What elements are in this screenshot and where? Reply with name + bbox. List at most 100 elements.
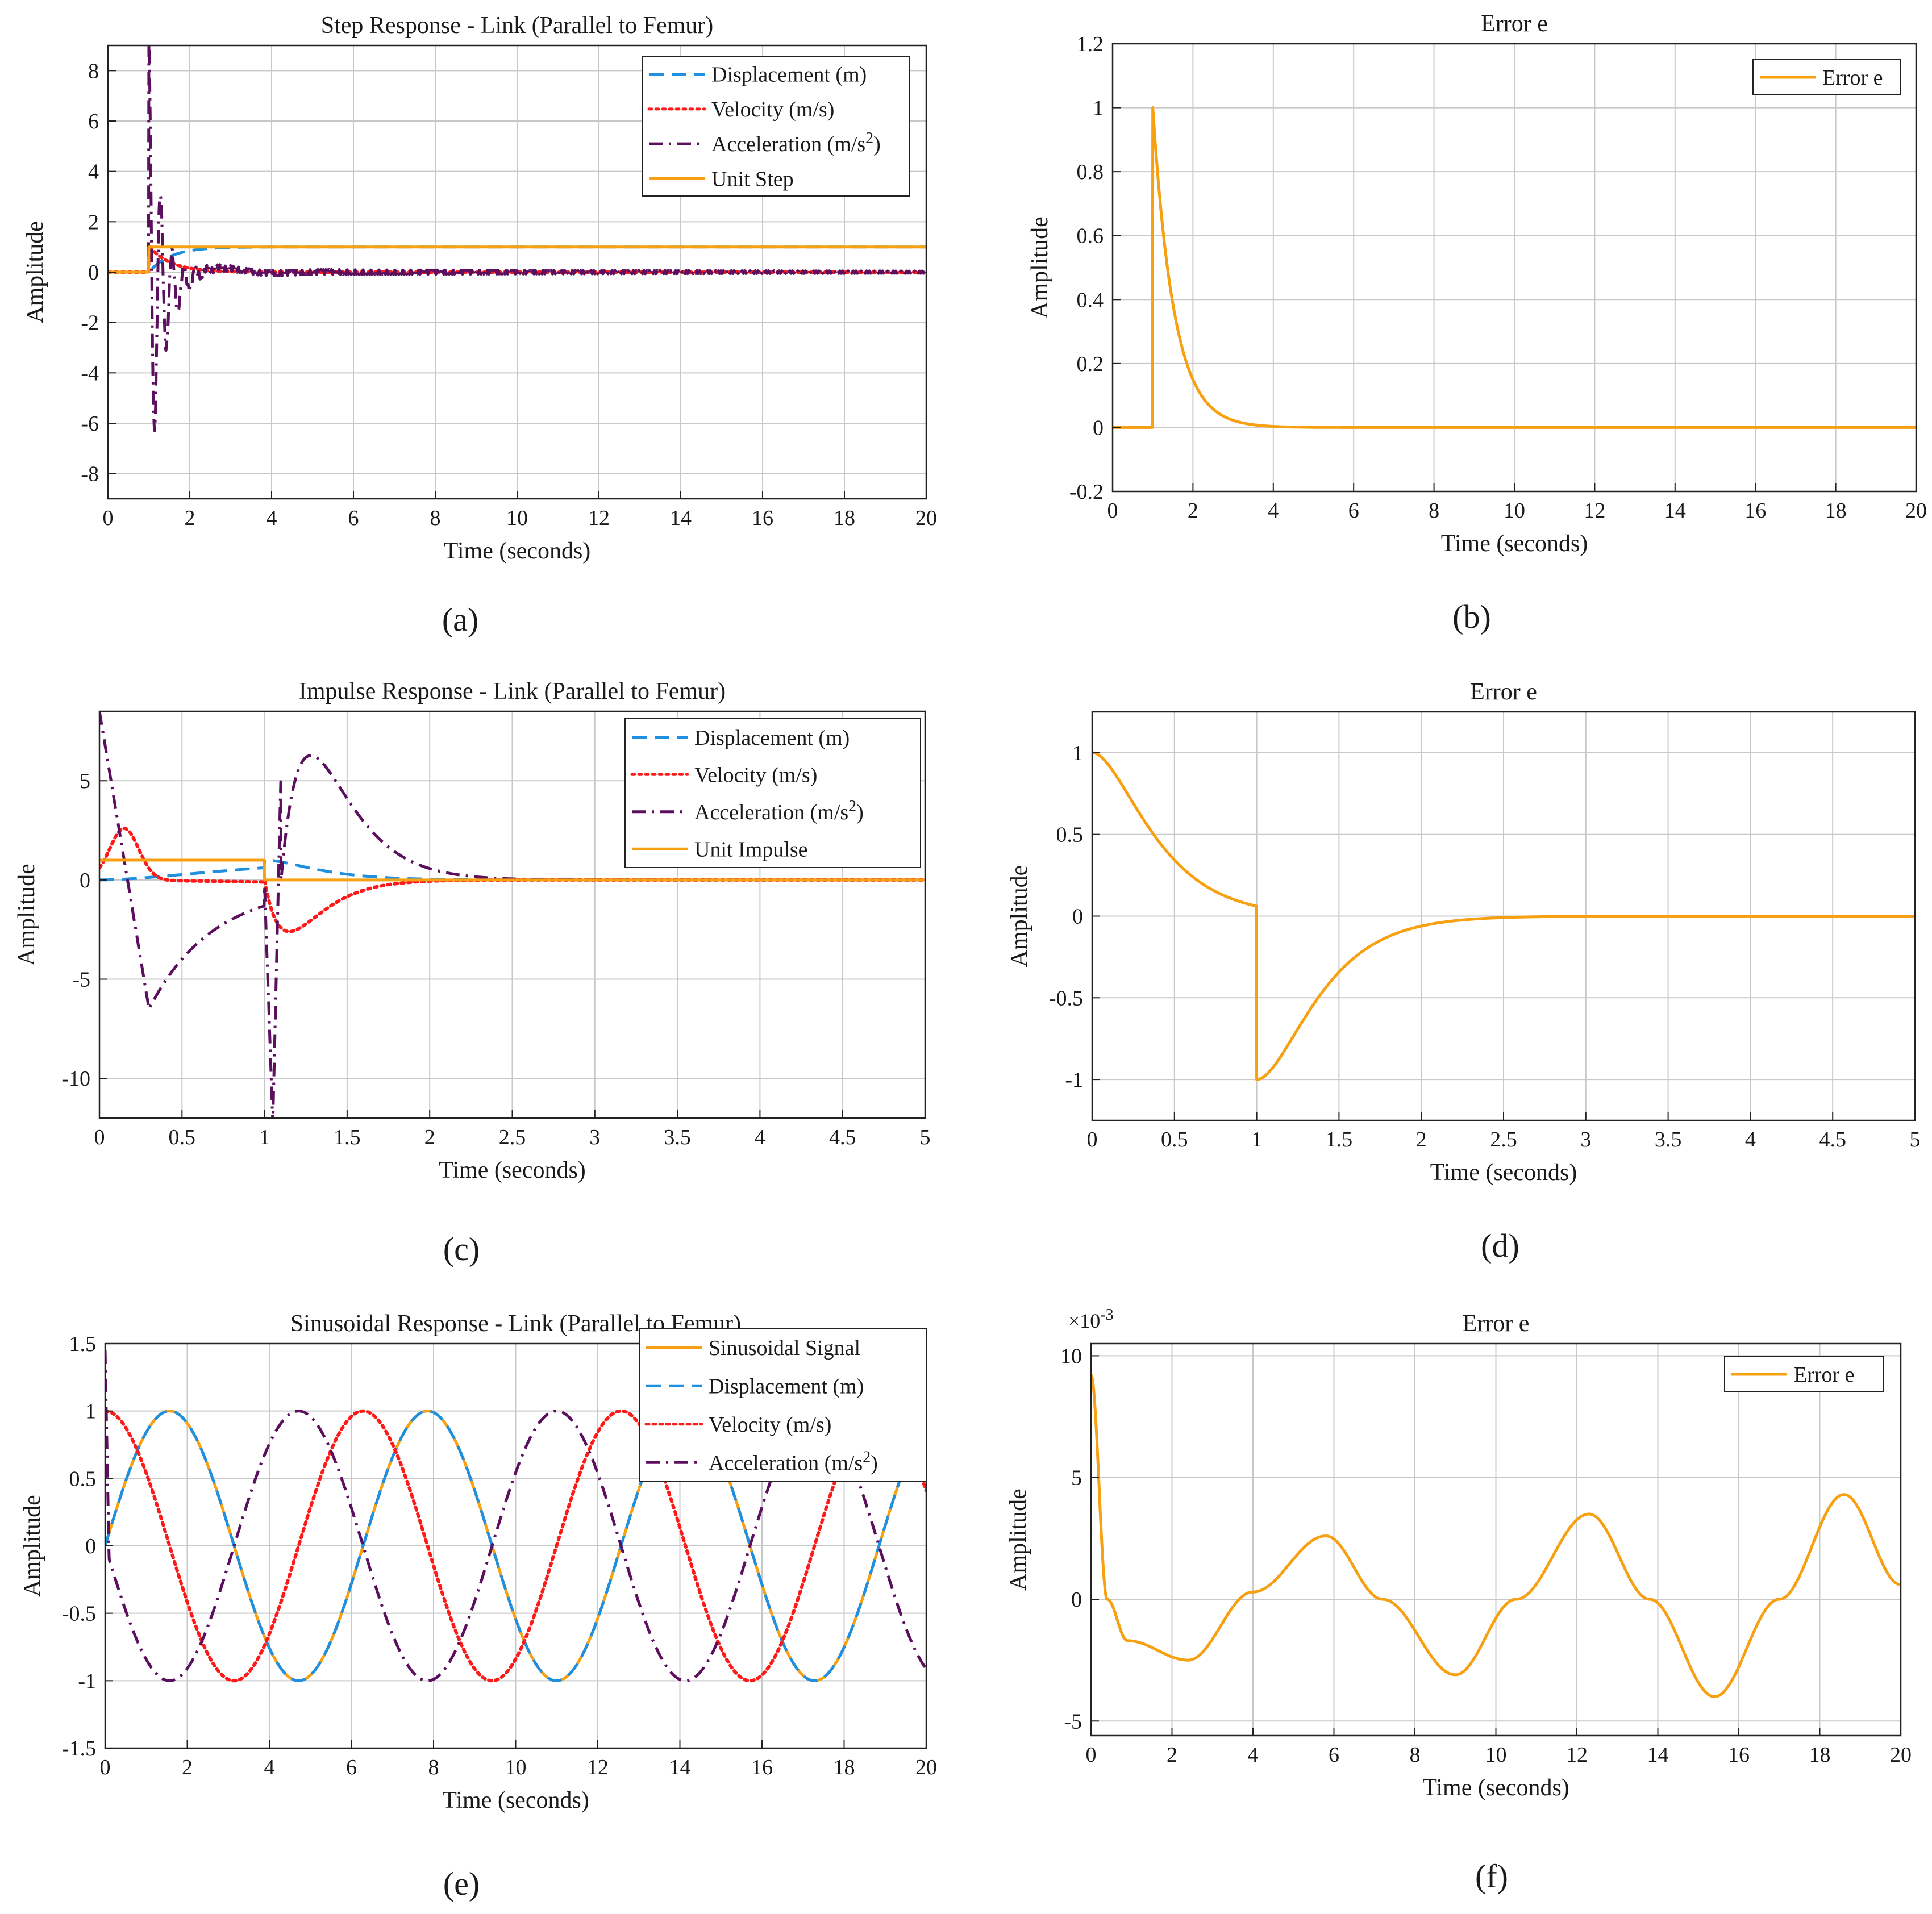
y-tick-label: -1 xyxy=(78,1669,96,1693)
y-tick-label: 0 xyxy=(88,261,99,285)
x-tick-label: 0.5 xyxy=(1161,1128,1188,1152)
panel-caption: (b) xyxy=(1452,598,1491,635)
x-tick-label: 3.5 xyxy=(1655,1128,1682,1152)
series-line-step_err xyxy=(1113,106,1916,429)
x-tick-label: 0 xyxy=(1087,1128,1098,1152)
y-tick-label: -2 xyxy=(81,311,99,335)
x-axis-label: Time (seconds) xyxy=(439,1157,586,1183)
y-tick-label: 4 xyxy=(88,160,99,184)
y-tick-label: 0 xyxy=(80,869,90,893)
legend: Sinusoidal Signal Displacement (m) Velocit… xyxy=(639,1328,927,1482)
y-tick-label: -1 xyxy=(1065,1068,1083,1092)
x-tick-label: 0 xyxy=(1107,499,1118,523)
x-tick-label: 6 xyxy=(1348,499,1359,523)
x-axis-label: Time (seconds) xyxy=(1430,1160,1577,1186)
x-tick-label: 6 xyxy=(1329,1743,1339,1767)
x-tick-label: 18 xyxy=(1825,499,1847,523)
y-tick-label: -8 xyxy=(81,462,99,486)
panel-caption: (d) xyxy=(1481,1227,1519,1264)
series-group xyxy=(1092,751,1915,1081)
legend-label: Displacement (m) xyxy=(694,726,850,750)
y-axis-label: Amplitude xyxy=(1005,1488,1031,1591)
y-tick-label: 10 xyxy=(1060,1344,1082,1368)
legend-label: Velocity (m/s) xyxy=(709,1413,831,1437)
y-tick-label: 2 xyxy=(88,210,99,234)
x-tick-label: 3.5 xyxy=(664,1125,691,1149)
x-tick-label: 18 xyxy=(1809,1743,1831,1767)
legend-label: Error e xyxy=(1794,1363,1855,1387)
x-tick-label: 8 xyxy=(1429,499,1439,523)
x-tick-label: 2.5 xyxy=(499,1125,526,1149)
x-tick-label: 6 xyxy=(348,506,359,530)
x-tick-label: 16 xyxy=(1744,499,1766,523)
y-axis-label: Amplitude xyxy=(1006,865,1032,968)
x-tick-label: 20 xyxy=(915,506,937,530)
y-tick-label: -6 xyxy=(81,412,99,436)
chart-title: Error e xyxy=(1463,1311,1530,1337)
chart-panel-a: 0 2 4 6 8 10 12 14 16 18 20 -8 -6 -4 -2 0 2 4 6 8 Step Respo… xyxy=(22,12,937,638)
series-group xyxy=(1091,1374,1901,1698)
chart-title: Impulse Response - Link (Parallel to Fem… xyxy=(299,678,726,704)
chart-panel-c: 0 0.5 1 1.5 2 2.5 3 3.5 4 4.5 5 -10 -5 0 5 Impulse Resp… xyxy=(14,678,931,1267)
y-tick-label: -4 xyxy=(81,361,99,385)
y-tick-label: 0 xyxy=(1072,905,1083,929)
x-tick-label: 20 xyxy=(915,1755,937,1779)
x-tick-label: 4 xyxy=(267,506,277,530)
y-axis-label: Amplitude xyxy=(19,1495,45,1597)
chart-panel-b: 0 2 4 6 8 10 12 14 16 18 20-0.200.20.40.60.811.2Er… xyxy=(1027,11,1927,635)
x-tick-label: 0 xyxy=(1086,1743,1097,1767)
series-group xyxy=(1113,106,1916,429)
x-tick-label: 5 xyxy=(920,1125,931,1149)
y-tick-label: 0 xyxy=(1071,1588,1082,1612)
y-tick-label: 5 xyxy=(1071,1466,1082,1490)
chart-panel-d: 0 0.5 1 1.5 2 2.5 3 3.5 4 4.5 5 -1 -0.5 0 0.5 1 Error e T… xyxy=(1006,679,1921,1264)
x-tick-label: 1 xyxy=(1251,1128,1262,1152)
x-axis-label: Time (seconds) xyxy=(1422,1775,1569,1801)
x-tick-label: 14 xyxy=(669,1755,691,1779)
y-tick-label: -5 xyxy=(1064,1709,1082,1733)
x-tick-label: 0 xyxy=(103,506,114,530)
series-line-step_input xyxy=(108,245,926,274)
legend-label: Acceleration (m/s2) xyxy=(711,130,881,156)
x-tick-label: 1.5 xyxy=(1326,1128,1353,1152)
chart-title: Step Response - Link (Parallel to Femur) xyxy=(321,12,714,39)
legend-label: Unit Impulse xyxy=(694,837,807,861)
chart-panel-e: 0 2 4 6 8 10 12 14 16 18 20 -1.5 -1 -0.5 0 0.5 1 1.5 Sinus… xyxy=(19,1311,937,1902)
x-tick-label: 12 xyxy=(588,506,610,530)
y-tick-label: 0.5 xyxy=(69,1467,97,1491)
chart-title: Error e xyxy=(1470,679,1537,705)
y-tick-label: 6 xyxy=(88,110,99,134)
x-tick-label: 0.5 xyxy=(169,1125,196,1149)
series-line-sin_vel xyxy=(105,1409,926,1683)
x-tick-label: 8 xyxy=(430,506,441,530)
x-tick-label: 4 xyxy=(755,1125,765,1149)
y-axis-label: Amplitude xyxy=(22,221,48,323)
y-tick-label: 8 xyxy=(88,59,99,83)
x-tick-label: 4 xyxy=(1745,1128,1756,1152)
legend-label: Unit Step xyxy=(711,167,794,191)
panel-caption: (a) xyxy=(442,601,478,638)
chart-title: Error e xyxy=(1481,11,1548,37)
x-tick-label: 14 xyxy=(1664,499,1686,523)
y-tick-label: 5 xyxy=(80,769,90,793)
legend-label: Acceleration (m/s2) xyxy=(709,1448,878,1475)
x-tick-label: 1 xyxy=(259,1125,270,1149)
x-axis-label: Time (seconds) xyxy=(442,1787,589,1813)
x-tick-label: 10 xyxy=(505,1755,527,1779)
panel-caption: (f) xyxy=(1475,1858,1508,1895)
legend-box xyxy=(624,718,921,868)
y-tick-label: 0.8 xyxy=(1077,160,1104,184)
legend-label: Velocity (m/s) xyxy=(711,98,834,122)
y-tick-label: 0.4 xyxy=(1077,288,1104,312)
x-tick-label: 10 xyxy=(506,506,528,530)
y-axis-label: Amplitude xyxy=(14,864,40,966)
y-tick-label: -1.5 xyxy=(62,1737,96,1761)
x-tick-label: 2 xyxy=(1416,1128,1427,1152)
y-tick-label: 1 xyxy=(1072,741,1083,765)
x-tick-label: 16 xyxy=(751,1755,773,1779)
x-tick-label: 0 xyxy=(94,1125,105,1149)
x-tick-label: 6 xyxy=(346,1755,357,1779)
x-tick-label: 18 xyxy=(834,506,855,530)
legend: Displacement (m) Velocity (m/s) Accelerati… xyxy=(624,718,921,868)
x-tick-label: 8 xyxy=(1410,1743,1421,1767)
